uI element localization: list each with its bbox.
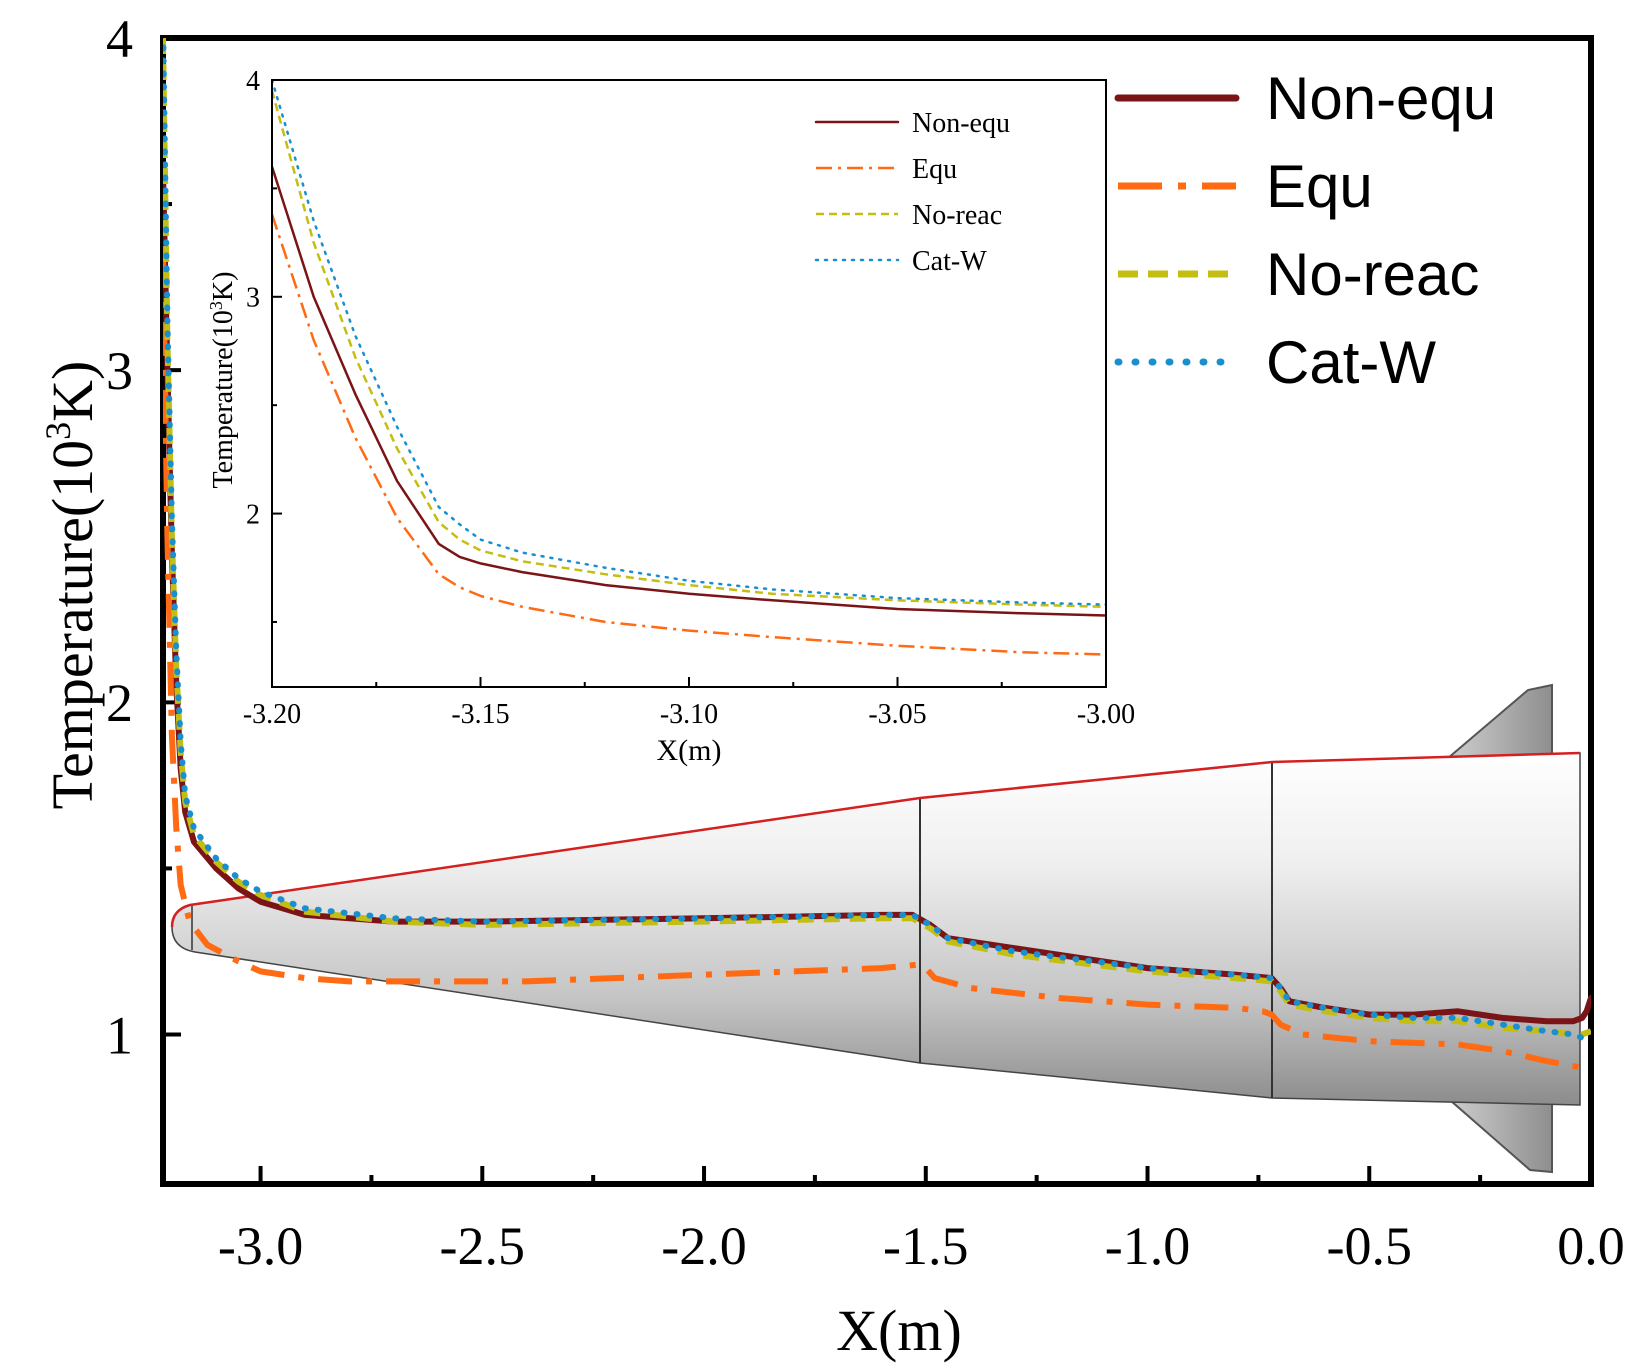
y-tick-label: 3 (246, 283, 260, 314)
legend-label: Cat-W (1266, 329, 1436, 396)
y-tick-label: 1 (106, 1005, 133, 1065)
y-tick-label: 2 (106, 673, 133, 733)
x-tick-label: -2.0 (661, 1216, 746, 1276)
y-tick-label: 4 (106, 9, 133, 69)
x-tick-label: -3.0 (218, 1216, 303, 1276)
legend-label: Equ (1266, 153, 1373, 220)
x-tick-label: -3.10 (660, 699, 718, 730)
y-tick-label: 3 (106, 341, 133, 401)
legend-label: No-reac (912, 200, 1002, 231)
legend-label: Non-equ (912, 108, 1010, 139)
main-plot-frame (160, 35, 1594, 1187)
inset-series-group (272, 80, 1106, 656)
main-y-axis-title: Temperature(103K) (38, 361, 105, 810)
legend-label: Equ (912, 154, 957, 185)
inset-background (272, 80, 1106, 687)
x-tick-label: -3.20 (243, 699, 301, 730)
inset-x-axis-title: X(m) (657, 734, 722, 767)
x-tick-label: 0.0 (1557, 1216, 1625, 1276)
x-tick-label: -2.5 (440, 1216, 525, 1276)
x-tick-label: -0.5 (1327, 1216, 1412, 1276)
y-tick-label: 2 (246, 499, 260, 530)
main-legend: Non-equ Equ No-reac Cat-W (1114, 65, 1496, 396)
legend-label: Non-equ (1266, 65, 1496, 132)
x-tick-label: -3.05 (868, 699, 926, 730)
main-x-axis-title: X(m) (836, 1298, 962, 1363)
series-line-no-reac (163, 38, 1591, 1038)
y-tick-label: 4 (246, 66, 260, 97)
vehicle-body (171, 752, 1581, 1106)
series-line-equ (272, 214, 1106, 656)
series-line-no-reac (272, 90, 1106, 609)
legend-label: Cat-W (912, 246, 987, 277)
vehicle-illustration (170, 683, 1581, 1174)
x-tick-label: -3.15 (451, 699, 509, 730)
inset-legend: Non-equ Equ No-reac Cat-W (814, 108, 1010, 277)
main-axis-ticks: -3.0 -2.5 -2.0 -1.5 -1.0 -0.5 0.0 1 2 3 4 (106, 9, 1625, 1276)
x-tick-label: -1.0 (1105, 1216, 1190, 1276)
inset-axis-ticks: -3.20 -3.15 -3.10 -3.05 -3.00 2 3 4 (243, 66, 1135, 730)
inset-y-axis-title: Temperature(103K) (206, 272, 239, 489)
series-line-non-equ (272, 165, 1106, 617)
legend-label: No-reac (1266, 241, 1479, 308)
x-tick-label: -3.00 (1077, 699, 1135, 730)
main-series-group (163, 38, 1591, 1074)
vehicle-upper-outline (170, 751, 1581, 928)
x-tick-label: -1.5 (883, 1216, 968, 1276)
